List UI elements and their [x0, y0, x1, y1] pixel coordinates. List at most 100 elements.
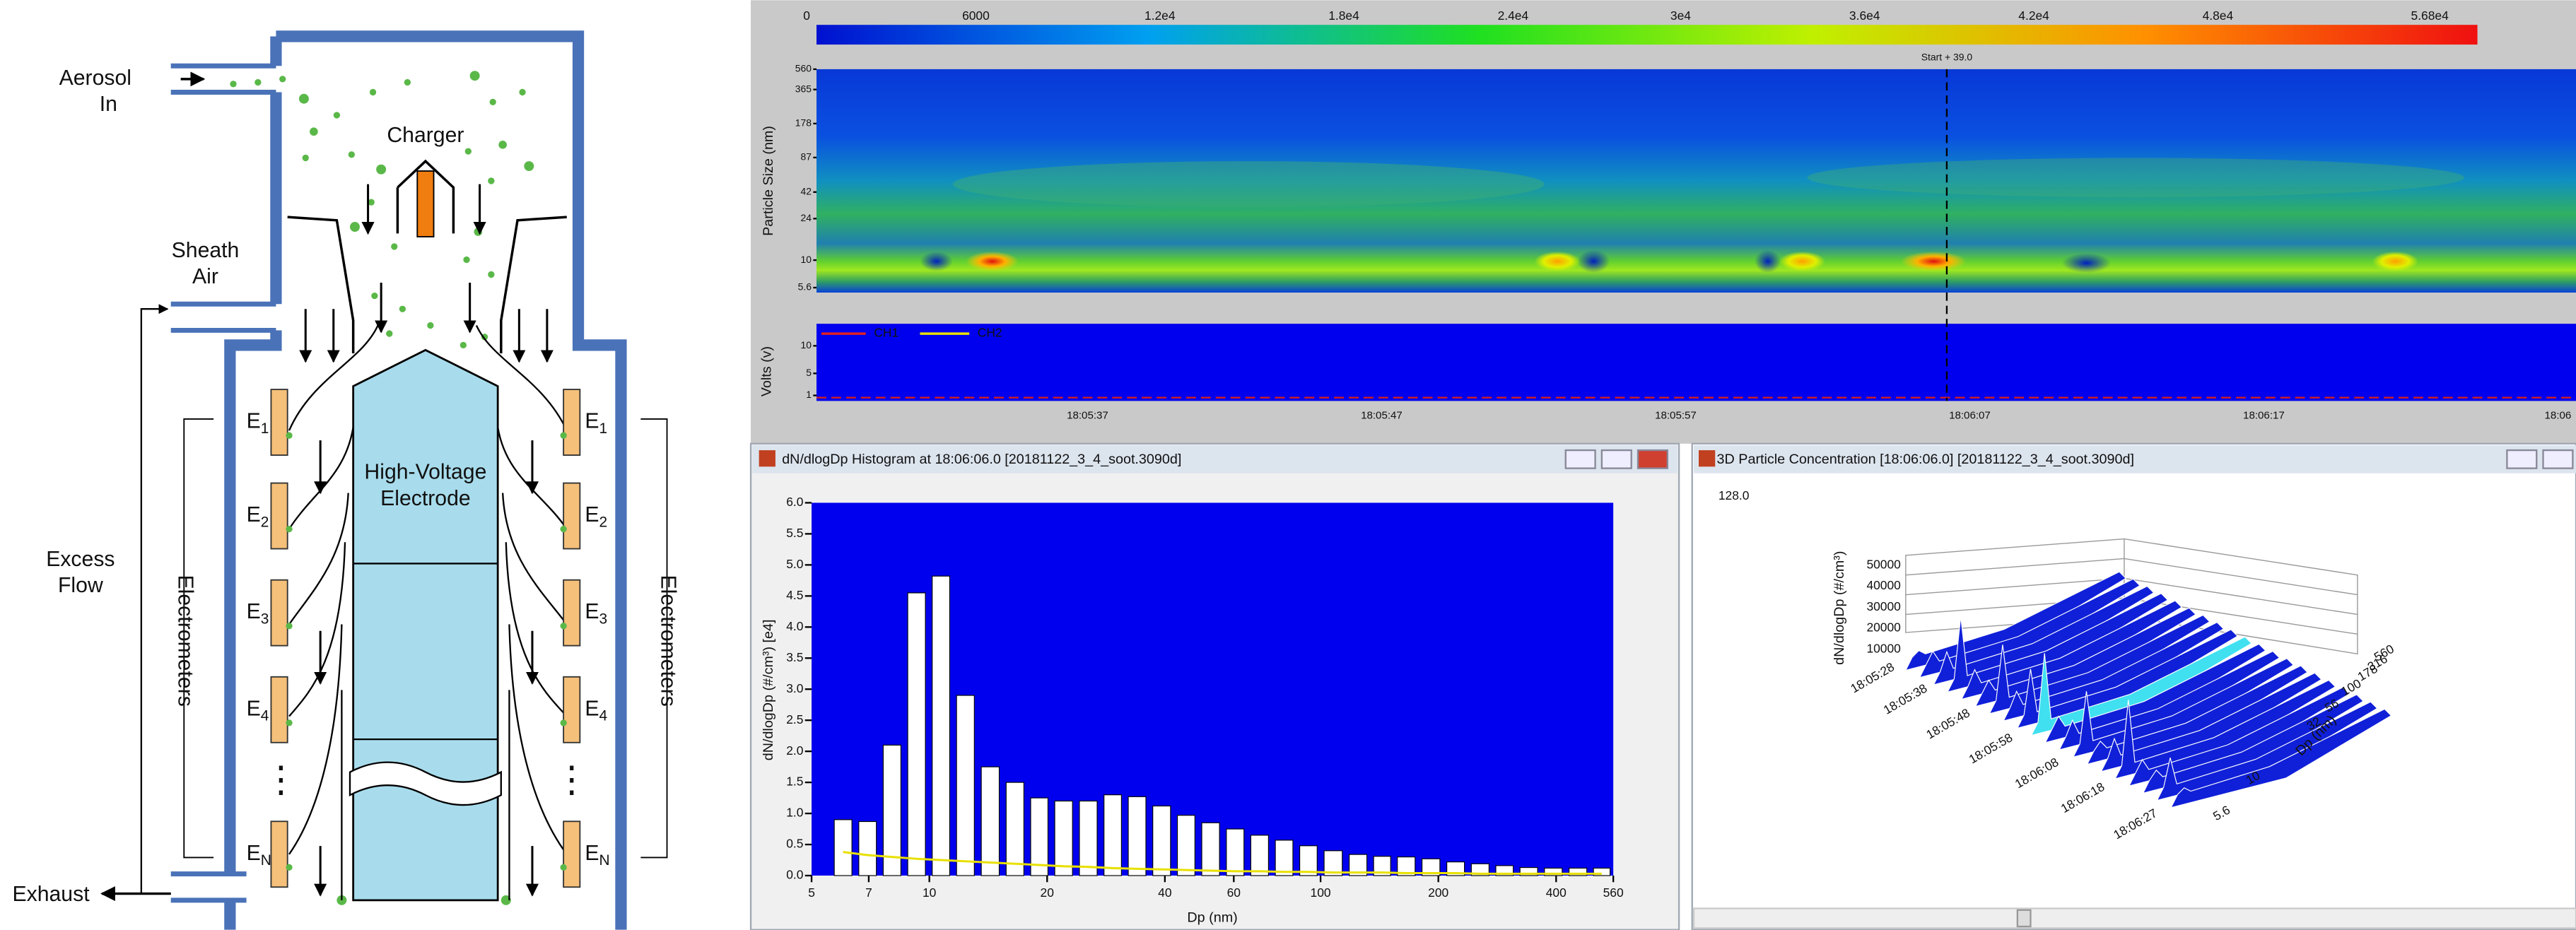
electrometer-label: E4 — [585, 697, 607, 724]
corner-value: 128.0 — [1719, 488, 1750, 502]
letter: E — [585, 503, 599, 526]
maximize[interactable] — [2542, 449, 2574, 469]
label: Electrometers — [173, 575, 197, 707]
window-title: 3D Particle Concentration [18:06:06.0] [… — [1717, 452, 2134, 467]
y-tick-label: 87 — [801, 151, 812, 163]
contact — [560, 719, 567, 726]
electrometer — [270, 389, 288, 456]
bar — [956, 695, 975, 876]
label: Electrode — [380, 487, 471, 510]
y-tick-label: 0.0 — [786, 868, 803, 882]
housing — [224, 30, 627, 930]
bar — [1569, 867, 1588, 876]
scrollbar[interactable] — [1692, 907, 2576, 929]
electrometer-label: E3 — [247, 600, 269, 627]
charger-housing — [396, 159, 455, 234]
label: Exhaust — [12, 883, 90, 906]
y-tick-label: 5 — [806, 367, 812, 378]
z-tick-label: 30000 — [1866, 599, 1900, 613]
colorbar-label: 3.6e4 — [1849, 8, 1880, 23]
z-tick-label: 10000 — [1866, 641, 1900, 655]
y-tick-label: 4.0 — [786, 619, 803, 633]
electrometer — [270, 579, 288, 647]
window-controls[interactable] — [1564, 449, 1669, 469]
letter: E — [247, 503, 261, 526]
maximize[interactable] — [1600, 449, 1632, 469]
colorbar-label: 4.8e4 — [2203, 8, 2234, 23]
letter: E — [585, 410, 599, 433]
y-tick-label: 0.5 — [786, 837, 803, 851]
y-tick-label: 2.5 — [786, 712, 803, 726]
electrode-segments — [353, 563, 498, 741]
letter: E — [247, 697, 261, 720]
subscript: 3 — [261, 611, 269, 627]
subscript: 1 — [599, 420, 607, 436]
bar — [1201, 822, 1220, 876]
letter: E — [585, 697, 599, 720]
contact — [286, 623, 293, 630]
x-tick-label: 200 — [1428, 885, 1448, 900]
x-tick-label: 18:05:57 — [1655, 409, 1697, 421]
y-tick-label: 5.0 — [786, 557, 803, 571]
label: In — [100, 93, 117, 116]
bar — [1519, 866, 1538, 876]
contact — [560, 525, 567, 533]
legend-label: CH2 — [978, 326, 1002, 340]
axis-label: dN/dlogDp (#/cm³) [e4] — [761, 619, 776, 760]
bar — [1299, 845, 1318, 876]
electrometer — [563, 579, 581, 647]
label: Flow — [58, 574, 103, 597]
y-tick-label: 1.0 — [786, 806, 803, 820]
bar — [1176, 815, 1195, 876]
subscript: 4 — [261, 707, 269, 724]
y-tick-label: 560 — [795, 63, 812, 74]
bar — [1250, 835, 1269, 876]
sheath-inlet — [221, 304, 288, 331]
x-tick-label: 18:06:17 — [2243, 409, 2285, 421]
bar — [1422, 858, 1441, 876]
y-tick-label: 42 — [801, 185, 812, 196]
bar — [1103, 794, 1122, 876]
diagram — [100, 30, 668, 930]
bar — [1030, 797, 1049, 876]
x-tick-label: 10 — [923, 885, 936, 900]
electrometer-label: E3 — [585, 600, 607, 627]
bar — [833, 819, 853, 876]
bar — [882, 744, 901, 876]
contact — [286, 525, 293, 533]
bar — [907, 592, 926, 876]
outlet — [213, 873, 247, 900]
y-tick-label: 6.0 — [786, 495, 803, 509]
cursor-label: Start + 39.0 — [1921, 51, 1973, 62]
surface — [1904, 571, 2392, 808]
electrode — [352, 348, 499, 902]
electrometer — [270, 820, 288, 888]
electrometer — [563, 676, 581, 743]
label: Excess — [46, 548, 115, 571]
flow-arrows — [299, 184, 554, 897]
minimize[interactable] — [1564, 449, 1596, 469]
window-controls[interactable] — [2506, 449, 2574, 469]
scroll-thumb[interactable] — [2016, 909, 2032, 928]
legend-label: CH1 — [874, 326, 898, 340]
subscript: 1 — [261, 420, 269, 436]
electrometer — [270, 482, 288, 550]
contact — [286, 719, 293, 726]
colorbar-label: 2.4e4 — [1498, 8, 1529, 23]
bar — [1128, 796, 1147, 876]
y-tick-label: 5.5 — [786, 526, 803, 540]
line-series — [843, 851, 1602, 875]
label: Electrometers — [657, 575, 680, 707]
close[interactable] — [1637, 449, 1669, 469]
electrometer — [563, 820, 581, 888]
label: High-Voltage — [364, 461, 486, 484]
electrometer — [270, 676, 288, 743]
bar — [1544, 867, 1563, 876]
window-title: dN/dlogDp Histogram at 18:06:06.0 [20181… — [782, 452, 1181, 467]
subscript: N — [261, 852, 271, 869]
y-tick-label: 365 — [795, 83, 812, 94]
volts-plot — [816, 324, 2576, 401]
label: Charger — [387, 124, 464, 147]
minimize[interactable] — [2506, 449, 2538, 469]
